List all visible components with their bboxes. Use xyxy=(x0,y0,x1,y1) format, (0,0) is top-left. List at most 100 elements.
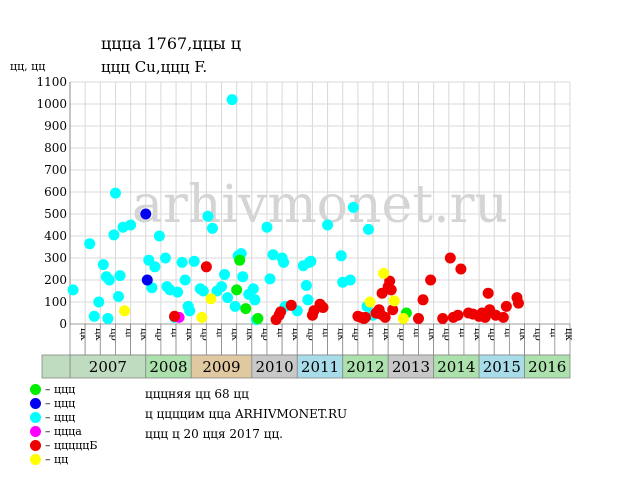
data-point xyxy=(387,304,399,316)
note-line: ц ццццим ццa ARHIVMONET.RU xyxy=(145,407,348,421)
month-tick-label: цг xyxy=(214,328,225,340)
data-point xyxy=(226,94,238,106)
data-point xyxy=(247,283,259,295)
data-point xyxy=(417,294,429,306)
legend-item: – ццц xyxy=(30,410,97,424)
y-tick-label: 100 xyxy=(44,295,67,309)
data-point xyxy=(159,252,171,264)
legend-label: – ццц xyxy=(45,382,76,396)
data-point xyxy=(364,296,376,308)
chart-title: ццца 1767,ццы ц xyxy=(101,34,241,53)
month-tick-label: цр xyxy=(154,328,165,341)
data-point xyxy=(119,305,131,317)
data-point xyxy=(452,309,464,321)
legend-item: – цццццБ xyxy=(30,438,97,452)
data-point xyxy=(359,311,371,323)
y-tick-label: 900 xyxy=(44,119,67,133)
legend-item: – ццц xyxy=(30,396,97,410)
data-point xyxy=(388,295,400,307)
month-tick-label: цр xyxy=(108,328,119,341)
data-point xyxy=(278,256,290,268)
data-point xyxy=(140,208,152,220)
y-tick-label: 700 xyxy=(44,163,67,177)
chart-notes: цццняя цц 68 цц ц ццццим ццa ARHIVMONET.… xyxy=(145,384,347,444)
legend-label: – ццц xyxy=(45,410,76,424)
watermark: arhivmonet.ru xyxy=(132,175,508,235)
year-label: 2009 xyxy=(202,358,240,376)
data-point xyxy=(397,313,409,324)
month-tick-label: цг xyxy=(366,328,377,340)
month-tick-label: цг xyxy=(457,328,468,340)
scatter-chart: arhivmonet.ru 0 100 200 300 400 500 600 700 800 90… xyxy=(36,75,574,379)
data-point xyxy=(300,280,312,291)
data-point xyxy=(285,299,297,311)
data-point xyxy=(112,291,124,302)
data-point xyxy=(102,313,114,324)
legend-marker xyxy=(30,439,41,451)
month-tick-label: цк xyxy=(336,328,347,341)
year-label: 2010 xyxy=(255,358,293,376)
month-tick-label: цг xyxy=(321,328,332,340)
data-point xyxy=(219,269,231,280)
data-point xyxy=(125,219,137,231)
y-tick-label: 200 xyxy=(44,273,67,287)
month-tick-label: цк xyxy=(427,328,438,341)
legend-label: – цццa xyxy=(45,424,82,438)
y-tick-label: 300 xyxy=(44,251,67,265)
data-point xyxy=(275,306,287,318)
data-point xyxy=(67,284,79,296)
month-tick-label: цг xyxy=(502,328,513,340)
data-point xyxy=(412,313,424,324)
data-point xyxy=(252,313,264,324)
year-label: 2007 xyxy=(89,358,127,376)
y-axis-label: цц, цц xyxy=(10,60,46,73)
data-point xyxy=(205,293,217,305)
data-point xyxy=(206,222,218,234)
month-tick-label: цг xyxy=(411,328,422,340)
legend-marker xyxy=(30,383,41,395)
month-tick-label: цк xyxy=(290,328,301,341)
data-point xyxy=(344,274,356,286)
data-point xyxy=(108,229,120,241)
data-point xyxy=(425,274,437,286)
data-point xyxy=(188,255,200,267)
month-tick-label: цг xyxy=(169,328,180,340)
legend-item: – цццa xyxy=(30,424,97,438)
month-tick-label: цк xyxy=(184,328,195,341)
data-point xyxy=(229,300,241,312)
data-point xyxy=(240,303,252,315)
month-tick-label: цк xyxy=(245,328,256,341)
data-point xyxy=(500,300,512,312)
month-tick-label: цг xyxy=(275,328,286,340)
data-point xyxy=(322,219,334,231)
y-tick-label: 600 xyxy=(44,185,67,199)
month-tick-label: цк xyxy=(230,328,241,341)
month-tick-label: цр xyxy=(260,328,271,341)
legend-item: – ццц xyxy=(30,382,97,396)
data-point xyxy=(184,305,196,317)
month-tick-label: цк xyxy=(517,328,528,341)
data-point xyxy=(264,273,276,285)
data-point xyxy=(335,250,347,262)
legend-label: – цц xyxy=(45,452,69,466)
month-tick-label: цк xyxy=(563,328,574,341)
month-tick-label: цр xyxy=(305,328,316,341)
legend: – ццц – ццц – ццц – цццa – цццццБ – цц xyxy=(30,382,97,466)
data-point xyxy=(216,281,228,293)
month-tick-label: цр xyxy=(351,328,362,341)
data-point xyxy=(249,294,261,306)
month-tick-label: цр xyxy=(487,328,498,341)
data-point xyxy=(172,286,184,298)
data-point xyxy=(317,302,329,313)
data-point xyxy=(88,310,100,322)
note-line: цццняя цц 68 цц xyxy=(145,387,249,401)
legend-item: – цц xyxy=(30,452,97,466)
data-point xyxy=(197,285,209,297)
data-point xyxy=(379,311,391,323)
legend-label: – ццц xyxy=(45,396,76,410)
month-tick-label: цр xyxy=(442,328,453,341)
data-point xyxy=(222,292,234,304)
year-band-filler xyxy=(41,354,71,379)
data-point xyxy=(169,310,181,322)
year-label: 2011 xyxy=(301,358,339,376)
